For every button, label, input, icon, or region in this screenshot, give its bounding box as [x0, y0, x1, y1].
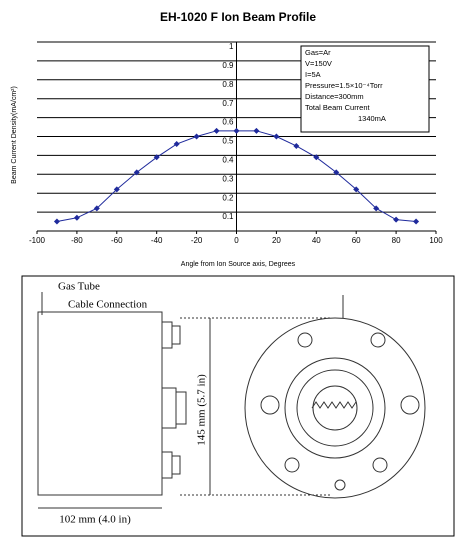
x-tick-label: 20 [272, 236, 281, 245]
annotation: Distance=300mm [305, 92, 364, 101]
y-tick-label: 0.9 [222, 61, 234, 70]
annotation: Pressure=1.5×10⁻⁴Torr [305, 81, 383, 90]
drawing-label: 102 mm (4.0 in) [59, 514, 131, 526]
data-point [353, 186, 360, 193]
data-point [193, 133, 200, 140]
legend-box [300, 45, 430, 133]
data-point [113, 186, 120, 193]
y-axis-label: Beam Current Density(mA/cm²) [11, 86, 18, 184]
data-point [393, 216, 400, 223]
y-tick-label: 0.3 [222, 174, 234, 183]
drawing-label: Cable Connection [68, 299, 148, 311]
y-tick-label: 0.6 [222, 118, 234, 127]
y-tick-label: 0.1 [222, 212, 234, 221]
bolt [260, 395, 280, 415]
front-ring [296, 369, 374, 447]
data-point [413, 218, 420, 225]
connector [171, 455, 181, 475]
data-point [53, 218, 60, 225]
annotation: Total Beam Current [305, 103, 371, 112]
bolt [284, 457, 300, 473]
x-axis-label: Angle from Ion Source axis, Degrees [181, 261, 296, 268]
drawing-label: Gas Tube [58, 281, 100, 293]
x-tick-label: -60 [111, 236, 123, 245]
chart-title: EH-1020 F Ion Beam Profile [160, 10, 316, 24]
x-tick-label: 80 [392, 236, 401, 245]
x-tick-label: -40 [151, 236, 163, 245]
front-ring [284, 357, 386, 459]
annotation: Gas=Ar [305, 48, 331, 57]
data-point [153, 154, 160, 161]
y-tick-label: 0.7 [222, 99, 234, 108]
bolt [334, 479, 346, 491]
bolt [297, 332, 313, 348]
bolt [372, 457, 388, 473]
data-point [233, 127, 240, 134]
data-point [273, 133, 280, 140]
x-tick-label: -20 [191, 236, 203, 245]
data-point [173, 141, 180, 148]
data-point [93, 205, 100, 212]
bolt [400, 395, 420, 415]
drawing-frame [21, 275, 455, 537]
x-tick-label: -100 [29, 236, 46, 245]
x-tick-label: 40 [312, 236, 321, 245]
data-point [293, 142, 300, 149]
annotation: V=150V [305, 59, 332, 68]
front-flange [244, 317, 426, 499]
annotation: I=5A [305, 70, 321, 79]
data-point [333, 169, 340, 176]
connector [171, 325, 181, 345]
data-point [213, 127, 220, 134]
connector [175, 391, 187, 425]
data-point [313, 154, 320, 161]
filament [311, 401, 357, 409]
x-tick-label: 100 [429, 236, 443, 245]
y-tick-label: 0.5 [222, 137, 234, 146]
front-ring [312, 385, 358, 431]
bolt [370, 332, 386, 348]
y-tick-label: 0.2 [222, 193, 234, 202]
y-tick-label: 0.4 [222, 156, 234, 165]
legend-frame [300, 45, 430, 133]
y-tick-label: 0.8 [222, 80, 234, 89]
data-point [373, 205, 380, 212]
annotation: 1340mA [358, 114, 386, 123]
data-point [133, 169, 140, 176]
technical-drawing [21, 275, 455, 537]
data-point [73, 214, 80, 221]
data-point [253, 127, 260, 134]
drawing-label: 145 mm (5.7 in) [196, 374, 208, 446]
x-tick-label: -80 [71, 236, 83, 245]
y-tick-label: 1 [229, 42, 234, 51]
x-tick-label: 0 [234, 236, 239, 245]
x-tick-label: 60 [352, 236, 361, 245]
